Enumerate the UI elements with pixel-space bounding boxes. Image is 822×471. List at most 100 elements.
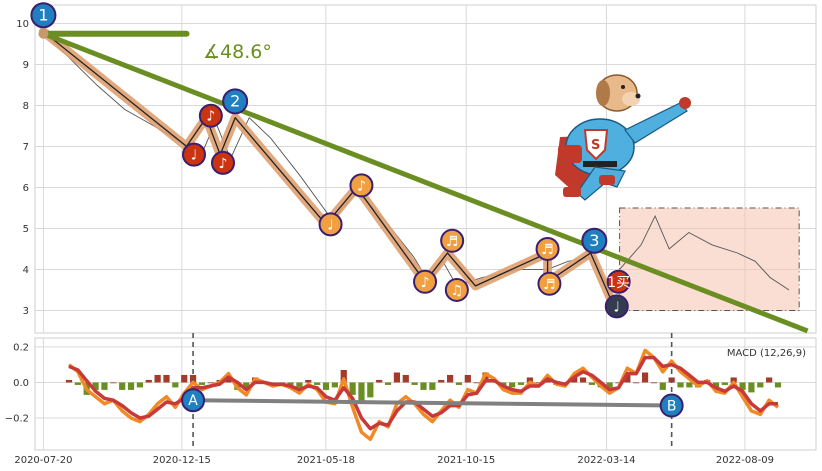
macd-hist-bar: [438, 379, 445, 383]
macd-hist-bar: [393, 372, 401, 383]
macd-hist-bar: [509, 382, 516, 388]
macd-hist-bar: [92, 382, 99, 390]
trend-origin-dot: [38, 28, 49, 39]
signal-marker-label: ♩: [327, 217, 334, 233]
macd-hist-bar: [198, 382, 206, 385]
price-y-tick-label: 9: [23, 60, 29, 71]
macd-hist-bar: [464, 374, 471, 383]
mascot-belt: [583, 161, 617, 167]
x-tick-label: 2021-05-18: [297, 455, 355, 466]
macd-hist-bar: [624, 374, 631, 383]
macd-legend: MACD (12,26,9): [727, 348, 806, 359]
price-y-tick-label: 8: [23, 101, 29, 112]
divergence-marker-circle: [659, 393, 684, 418]
price-y-ticks: 3 4 5 6 7 8 9 10: [16, 19, 29, 317]
macd-hist-bar: [748, 382, 755, 393]
mascot-emblem: S: [591, 138, 600, 153]
signal-marker-label: 2: [230, 91, 240, 110]
wave-leg-band: [38, 27, 617, 307]
macd-hist-bar: [526, 377, 533, 383]
macd-hist-bar: [615, 382, 622, 384]
macd-hist-bar: [633, 382, 640, 384]
macd-hist-bar: [402, 374, 409, 383]
signal-marker-circle: [606, 269, 631, 294]
macd-hist-bar: [340, 370, 347, 383]
macd-hist-bar: [677, 382, 684, 388]
macd-hist-bar: [305, 379, 312, 383]
price-y-tick-label: 4: [23, 265, 29, 276]
signal-marker-circle: [535, 236, 560, 261]
signal-marker-label: ♬: [541, 242, 554, 258]
signal-markers: 1 2 3 ♪ ♩ ♪ ♪ ♩ ♬ ♪ ♫ ♬ ♬ 1买 ♩: [30, 2, 631, 319]
macd-hist-bar: [429, 382, 436, 390]
macd-hist-bar: [739, 382, 746, 390]
price-y-tick-label: 5: [23, 224, 29, 235]
macd-hist-bar: [579, 377, 587, 383]
macd-hist-bar: [367, 382, 374, 398]
price-y-tick-label: 7: [23, 142, 29, 153]
macd-hist-bar: [172, 382, 179, 388]
signal-marker-circle: [30, 2, 57, 29]
signal-vlines: [192, 333, 673, 450]
price-panel-frame: [34, 4, 817, 334]
price-y-tick-label: 10: [16, 19, 29, 30]
x-tick-label: 2020-07-20: [14, 455, 72, 466]
x-tick-label: 2021-10-15: [437, 455, 495, 466]
trendline: [38, 28, 809, 334]
macd-hist-bar: [74, 382, 81, 385]
macd-hist-bar: [721, 382, 728, 385]
signal-marker-label: ♩: [613, 299, 620, 315]
signal-marker-label: 3: [589, 231, 599, 250]
signal-marker-label: 1: [38, 5, 48, 24]
macd-dif-polyline: [67, 348, 780, 442]
mascot-arm: [624, 102, 688, 144]
macd-y-tick-label: 0.2: [13, 342, 29, 353]
signal-marker-label: 1买: [607, 275, 630, 291]
divergence-marker-label: A: [188, 393, 198, 409]
macd-hist-bar: [136, 382, 144, 388]
macd-hist-bar: [588, 382, 595, 385]
hidden-zoom-box-series: [619, 215, 790, 291]
macd-hist-bar: [712, 382, 720, 388]
macd-hist-bar: [65, 379, 73, 383]
mascot-glove: [558, 145, 582, 163]
macd-hist-bar: [686, 382, 693, 388]
mascot-eye: [621, 85, 625, 89]
macd-hist-bar: [659, 382, 666, 390]
macd-hist-bar: [110, 382, 117, 384]
macd-hist-bar: [774, 382, 782, 388]
macd-hist-bar: [163, 374, 170, 383]
macd-hist-bar: [349, 382, 356, 395]
macd-hist-bar: [119, 382, 126, 390]
macd-hist-bar: [473, 382, 480, 384]
macd-hist-bar: [446, 374, 454, 383]
signal-marker-label: ♬: [446, 234, 459, 250]
macd-hist-bar: [766, 377, 773, 383]
x-tick-label: 2022-08-09: [716, 455, 774, 466]
macd-hist-bar: [101, 382, 108, 390]
macd-panel-frame: [34, 337, 817, 451]
signal-marker-circle: [413, 269, 438, 294]
macd-hist-bar: [207, 382, 214, 384]
macd-y-ticks: −0.2 0.0 0.2: [5, 342, 29, 424]
macd-hist-bar: [243, 382, 250, 390]
mascot-ear: [596, 80, 610, 106]
superhero-dog-mascot: S: [555, 74, 691, 201]
signal-marker-circle: [537, 271, 562, 296]
mascot-shield: [583, 129, 609, 161]
signal-marker-circle: [182, 142, 207, 167]
signal-marker-circle: [222, 88, 249, 115]
trendline-line: [42, 31, 809, 334]
macd-y-tick-label: −0.2: [5, 414, 29, 425]
macd-hist-bar: [730, 377, 737, 383]
trend-angle-label: ∡48.6°: [203, 41, 272, 63]
mascot-nose: [635, 93, 641, 99]
signal-marker-circle: [349, 173, 374, 198]
macd-hist-bar: [420, 382, 427, 390]
mascot-boot-2: [599, 175, 615, 185]
signal-marker-circle: [318, 212, 343, 237]
macd-hist-bar: [571, 377, 578, 383]
macd-hist-bar: [411, 382, 418, 385]
